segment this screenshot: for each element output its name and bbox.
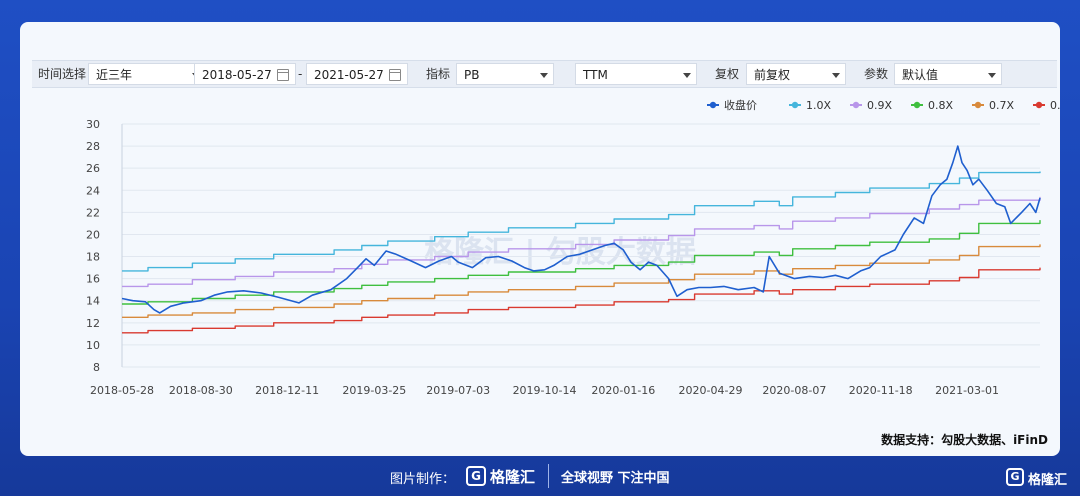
chart-card: 时间选择 近三年 2018-05-27 - 2021-05-27 指标 PB T… <box>20 22 1060 456</box>
legend-label: 1.0X <box>806 99 831 112</box>
x-tick-label: 2018-08-30 <box>169 384 233 397</box>
adjust-select-value: 前复权 <box>754 68 791 82</box>
legend-label: 0.8X <box>928 99 953 112</box>
footer-divider <box>548 464 549 488</box>
period-select-value: 近三年 <box>96 68 133 82</box>
y-tick-label: 10 <box>86 339 100 352</box>
x-tick-label: 2021-03-01 <box>935 384 999 397</box>
footer-slogan: 全球视野 下注中国 <box>561 471 670 486</box>
y-tick-label: 20 <box>86 228 100 241</box>
chevron-down-icon <box>832 73 840 78</box>
chevron-down-icon <box>540 73 548 78</box>
legend-marker <box>709 101 717 109</box>
series-line-x06 <box>122 267 1041 334</box>
legend-label: 0.7X <box>989 99 1014 112</box>
corner-brand: 格隆汇 <box>1028 473 1068 488</box>
filter-toolbar: 时间选择 近三年 2018-05-27 - 2021-05-27 指标 PB T… <box>32 60 1057 88</box>
param-label: 参数 <box>864 67 889 81</box>
y-tick-label: 24 <box>86 184 100 197</box>
indicator-label: 指标 <box>426 67 451 81</box>
corner-logo-icon: G <box>1006 468 1024 486</box>
y-tick-label: 8 <box>93 361 100 374</box>
chevron-down-icon <box>988 73 996 78</box>
start-date-value: 2018-05-27 <box>202 68 272 82</box>
brand-logo-icon: G <box>466 466 486 486</box>
calendar-icon <box>389 69 401 81</box>
data-source: 数据支持：勾股大数据、iFinD <box>881 433 1048 447</box>
series-line-close <box>121 145 1041 314</box>
x-tick-label: 2020-01-16 <box>591 384 655 397</box>
legend-marker <box>1035 101 1043 109</box>
param-select-value: 默认值 <box>902 68 939 82</box>
legend-label: 收盘价 <box>724 98 757 112</box>
legend-marker <box>852 101 860 109</box>
y-tick-label: 30 <box>86 118 100 131</box>
date-separator: - <box>298 67 303 81</box>
x-tick-label: 2019-07-03 <box>426 384 490 397</box>
calendar-icon <box>277 69 289 81</box>
footer-brand: 格隆汇 <box>490 468 536 486</box>
legend-marker <box>974 101 982 109</box>
x-tick-label: 2020-08-07 <box>762 384 826 397</box>
y-tick-label: 28 <box>86 140 100 153</box>
adjust-label: 复权 <box>715 67 740 81</box>
end-date-value: 2021-05-27 <box>314 68 384 82</box>
ttm-select-value: TTM <box>583 68 608 82</box>
period-label: 时间选择 <box>38 67 87 81</box>
footer-bar: 图片制作： G 格隆汇 全球视野 下注中国 G 格隆汇 <box>0 458 1080 496</box>
y-tick-label: 22 <box>86 206 100 219</box>
legend-marker <box>913 101 921 109</box>
param-select[interactable]: 默认值 <box>894 63 1002 85</box>
start-date-input[interactable]: 2018-05-27 <box>194 63 296 85</box>
pb-band-chart: 格隆汇 | 勾股大数据 810121416182022242628302018-… <box>86 98 1060 397</box>
series-line-x07 <box>122 244 1041 318</box>
x-tick-label: 2019-03-25 <box>342 384 406 397</box>
chevron-down-icon <box>683 73 691 78</box>
x-tick-label: 2020-04-29 <box>679 384 743 397</box>
y-tick-label: 26 <box>86 162 100 175</box>
x-tick-label: 2020-11-18 <box>849 384 913 397</box>
y-tick-label: 12 <box>86 317 100 330</box>
y-tick-label: 16 <box>86 273 100 286</box>
made-by-label: 图片制作： <box>390 472 456 487</box>
adjust-select[interactable]: 前复权 <box>746 63 846 85</box>
legend-marker <box>791 101 799 109</box>
indicator-select-value: PB <box>464 68 480 82</box>
indicator-select[interactable]: PB <box>456 63 554 85</box>
x-tick-label: 2018-12-11 <box>255 384 319 397</box>
x-tick-label: 2019-10-14 <box>513 384 577 397</box>
end-date-input[interactable]: 2021-05-27 <box>306 63 408 85</box>
y-tick-label: 14 <box>86 295 100 308</box>
series-line-x08 <box>122 220 1041 305</box>
legend-label: 0.9X <box>867 99 892 112</box>
x-tick-label: 2018-05-28 <box>90 384 154 397</box>
legend-label: 0.6X <box>1050 99 1060 112</box>
y-tick-label: 18 <box>86 251 100 264</box>
series-line-x10 <box>122 171 1041 272</box>
ttm-select[interactable]: TTM <box>575 63 697 85</box>
series-line-x09 <box>122 196 1041 288</box>
